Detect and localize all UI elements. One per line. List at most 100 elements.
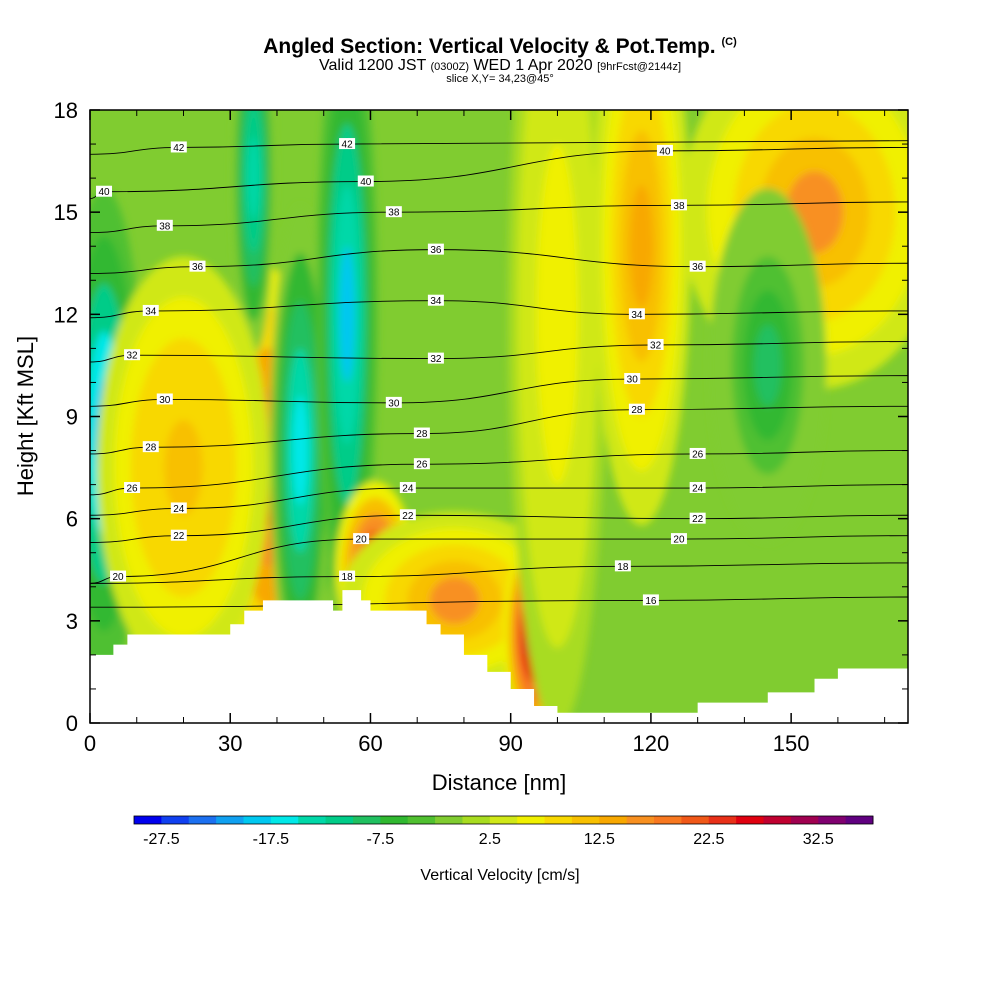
contour-label-text: 40 xyxy=(659,146,671,157)
contour-label: 36 xyxy=(189,260,206,273)
velocity-cell xyxy=(339,246,356,383)
contour-label-bg xyxy=(670,533,687,545)
contour-label-bg xyxy=(189,260,206,272)
subtitle-fcst: [9hrFcst@2144z] xyxy=(597,61,682,73)
colorbar-swatch xyxy=(298,816,327,824)
contour-label: 30 xyxy=(385,396,402,409)
colorbar-swatch xyxy=(380,816,409,824)
colorbar-swatch xyxy=(325,816,354,824)
velocity-cell xyxy=(429,577,480,624)
contour-label-text: 26 xyxy=(692,449,704,460)
y-tick-label: 12 xyxy=(54,302,78,327)
contour-label-bg xyxy=(385,396,402,408)
colorbar-tick-label: -7.5 xyxy=(367,831,395,848)
contour-label-bg xyxy=(96,185,113,197)
contour-label-text: 36 xyxy=(692,262,704,273)
velocity-cell xyxy=(247,137,260,219)
contour-label-bg xyxy=(142,304,159,316)
contour-label-bg xyxy=(656,144,673,156)
colorbar-tick-label: 12.5 xyxy=(584,831,615,848)
contour-label-bg xyxy=(110,570,127,582)
contour-label: 24 xyxy=(689,482,706,495)
contour-label: 36 xyxy=(427,243,444,256)
contour-label-bg xyxy=(413,427,430,439)
contour-label-bg xyxy=(170,141,187,153)
colorbar-swatch xyxy=(435,816,463,824)
slice-label: slice X,Y= 34,23@45° xyxy=(446,73,554,85)
contour-label: 26 xyxy=(124,482,141,495)
contour-label: 38 xyxy=(670,199,687,212)
contour-label-bg xyxy=(399,509,416,521)
contour-label-text: 24 xyxy=(692,484,704,495)
velocity-feature xyxy=(709,188,827,543)
colorbar-tick-label: 22.5 xyxy=(693,831,724,848)
colorbar-swatch xyxy=(763,816,792,824)
contour-label-text: 34 xyxy=(430,296,442,307)
colorbar-swatch xyxy=(544,816,573,824)
contour-label: 18 xyxy=(339,570,356,583)
colorbar-swatch xyxy=(161,816,190,824)
contour-label-bg xyxy=(357,175,374,187)
colorbar-swatch xyxy=(489,816,518,824)
colorbar-swatch xyxy=(134,816,162,824)
contour-labels: 42 42 40 40 40 38 38 38 36 36 36 34 34 34 32 32 32 30 30 30… xyxy=(96,138,706,607)
contour-label: 26 xyxy=(689,447,706,460)
contour-label-text: 24 xyxy=(173,504,185,515)
contour-label-bg xyxy=(689,482,706,494)
contour-label-text: 22 xyxy=(173,531,185,542)
contour-label-text: 18 xyxy=(617,562,629,573)
contour-label-bg xyxy=(124,482,141,494)
colorbar-tick-label: 2.5 xyxy=(479,831,501,848)
contour-label-text: 24 xyxy=(402,484,414,495)
velocity-feature xyxy=(316,110,378,628)
contour-label: 22 xyxy=(170,529,187,542)
contour-label-text: 42 xyxy=(173,143,185,154)
y-tick-label: 6 xyxy=(66,507,78,532)
chart-title: Angled Section: Vertical Velocity & Pot.… xyxy=(263,35,716,58)
colorbar-tick-label: 32.5 xyxy=(803,831,834,848)
contour-label-bg xyxy=(339,570,356,582)
colorbar-swatch xyxy=(188,816,217,824)
colorbar-swatch xyxy=(407,816,436,824)
colorbar-swatch xyxy=(462,816,491,824)
y-tick-label: 0 xyxy=(66,711,78,736)
contour-label-text: 28 xyxy=(145,443,157,454)
velocity-feature xyxy=(508,110,607,723)
contour-label: 24 xyxy=(170,502,187,515)
contour-label: 22 xyxy=(399,509,416,522)
contour-label-text: 40 xyxy=(98,187,110,198)
contour-label-bg xyxy=(399,482,416,494)
colorbar-swatch xyxy=(818,816,847,824)
colorbar-title: Vertical Velocity [cm/s] xyxy=(420,867,579,884)
terrain-mask xyxy=(90,590,908,723)
x-tick-label: 0 xyxy=(84,731,96,756)
contour-label: 34 xyxy=(142,304,159,317)
contour-label-bg xyxy=(624,373,641,385)
contour-label: 28 xyxy=(628,403,645,416)
contour-label-bg xyxy=(670,199,687,211)
contour-label: 32 xyxy=(427,352,444,365)
contour-label-text: 28 xyxy=(631,405,643,416)
colorbar: -27.5 -17.5 -7.5 2.5 12.5 22.5 32.5 xyxy=(133,815,874,848)
colorbar-swatch xyxy=(654,816,682,824)
velocity-cell xyxy=(292,396,309,506)
subtitle-date: WED 1 Apr 2020 xyxy=(473,57,593,74)
contour-label-text: 36 xyxy=(430,245,442,256)
contour-label-text: 36 xyxy=(192,262,204,273)
contour-label: 20 xyxy=(670,533,687,546)
contour-label-bg xyxy=(427,294,444,306)
colorbar-swatch xyxy=(845,816,874,824)
contour-label: 38 xyxy=(385,206,402,219)
contour-label-bg xyxy=(689,512,706,524)
contour-label-text: 38 xyxy=(159,221,171,232)
y-tick-label: 18 xyxy=(54,98,78,123)
colorbar-swatch xyxy=(517,816,546,824)
contour-label-text: 32 xyxy=(650,340,662,351)
contour-line-36 xyxy=(90,249,908,274)
x-tick-label: 150 xyxy=(773,731,810,756)
x-tick-label: 30 xyxy=(218,731,242,756)
contour-label: 32 xyxy=(647,338,664,351)
contour-label: 28 xyxy=(142,441,159,454)
contour-label-bg xyxy=(689,260,706,272)
colorbar-swatch xyxy=(790,816,819,824)
